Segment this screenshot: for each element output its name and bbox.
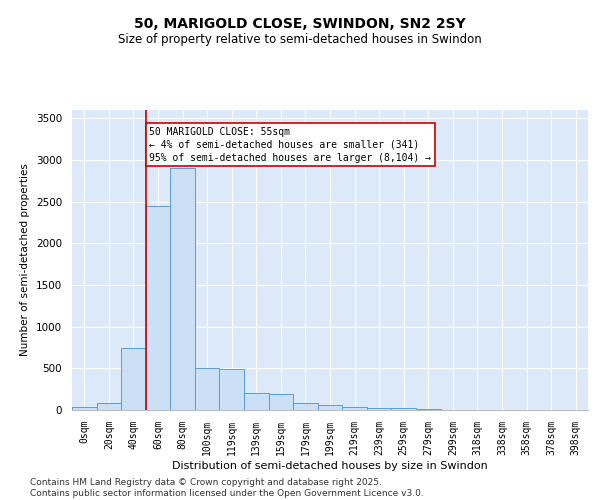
Text: 50, MARIGOLD CLOSE, SWINDON, SN2 2SY: 50, MARIGOLD CLOSE, SWINDON, SN2 2SY bbox=[134, 18, 466, 32]
Bar bbox=[97, 402, 121, 410]
Bar bbox=[170, 168, 195, 410]
Bar bbox=[269, 394, 293, 410]
Bar bbox=[244, 394, 269, 410]
Bar bbox=[72, 406, 97, 410]
X-axis label: Distribution of semi-detached houses by size in Swindon: Distribution of semi-detached houses by … bbox=[172, 460, 488, 470]
Text: Contains HM Land Registry data © Crown copyright and database right 2025.
Contai: Contains HM Land Registry data © Crown c… bbox=[30, 478, 424, 498]
Bar bbox=[318, 405, 342, 410]
Bar bbox=[293, 404, 318, 410]
Bar bbox=[342, 406, 367, 410]
Bar bbox=[121, 348, 146, 410]
Y-axis label: Number of semi-detached properties: Number of semi-detached properties bbox=[20, 164, 31, 356]
Bar bbox=[391, 408, 416, 410]
Bar bbox=[195, 368, 220, 410]
Bar bbox=[220, 369, 244, 410]
Bar bbox=[416, 409, 440, 410]
Text: 50 MARIGOLD CLOSE: 55sqm
← 4% of semi-detached houses are smaller (341)
95% of s: 50 MARIGOLD CLOSE: 55sqm ← 4% of semi-de… bbox=[149, 126, 431, 163]
Bar bbox=[367, 408, 391, 410]
Bar bbox=[146, 206, 170, 410]
Text: Size of property relative to semi-detached houses in Swindon: Size of property relative to semi-detach… bbox=[118, 32, 482, 46]
